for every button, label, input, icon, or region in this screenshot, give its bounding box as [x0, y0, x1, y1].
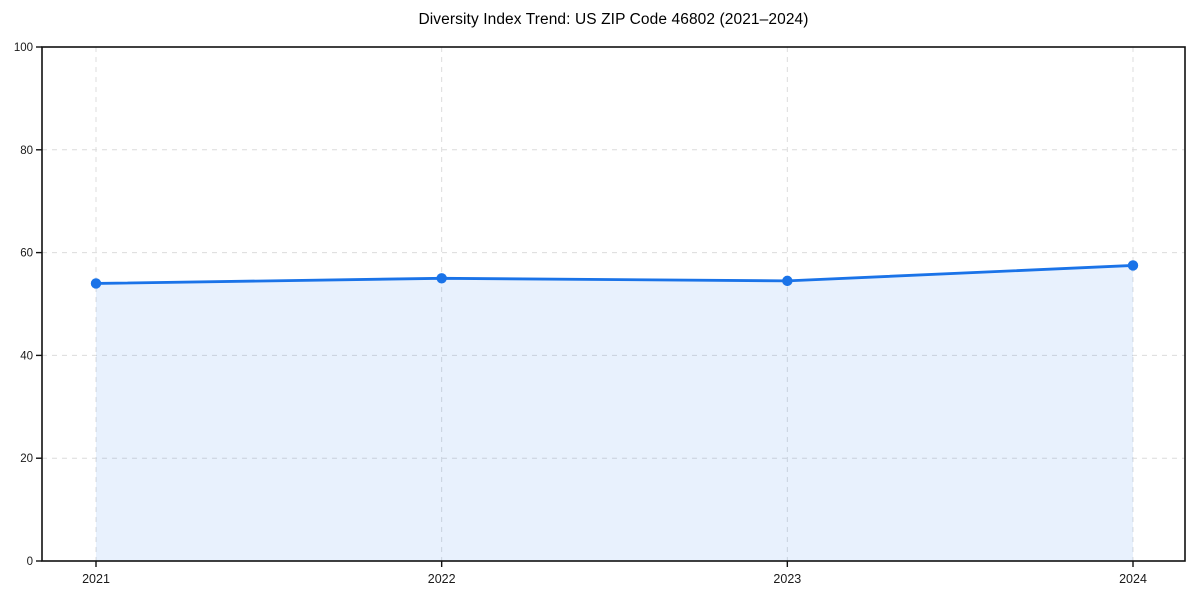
data-point-marker [90, 278, 102, 289]
chart-title: Diversity Index Trend: US ZIP Code 46802… [418, 11, 809, 28]
y-tick-label: 60 [20, 248, 33, 260]
y-tick-label: 100 [14, 42, 33, 54]
y-tick-label: 20 [20, 453, 33, 465]
y-tick-label: 40 [20, 350, 33, 362]
data-point-marker [782, 275, 793, 287]
axes-box [41, 46, 1186, 562]
x-tick-label: 2022 [428, 572, 456, 586]
data-point-marker [436, 273, 447, 284]
x-tick-label: 2023 [773, 572, 801, 586]
y-tick-label: 80 [20, 145, 33, 157]
data-point-marker [1127, 260, 1139, 271]
x-tick-label: 2024 [1119, 572, 1147, 586]
trend-line [94, 264, 1135, 285]
x-tick-label: 2021 [82, 572, 110, 586]
y-tick-label: 0 [27, 556, 33, 568]
area-fill [96, 265, 1133, 561]
